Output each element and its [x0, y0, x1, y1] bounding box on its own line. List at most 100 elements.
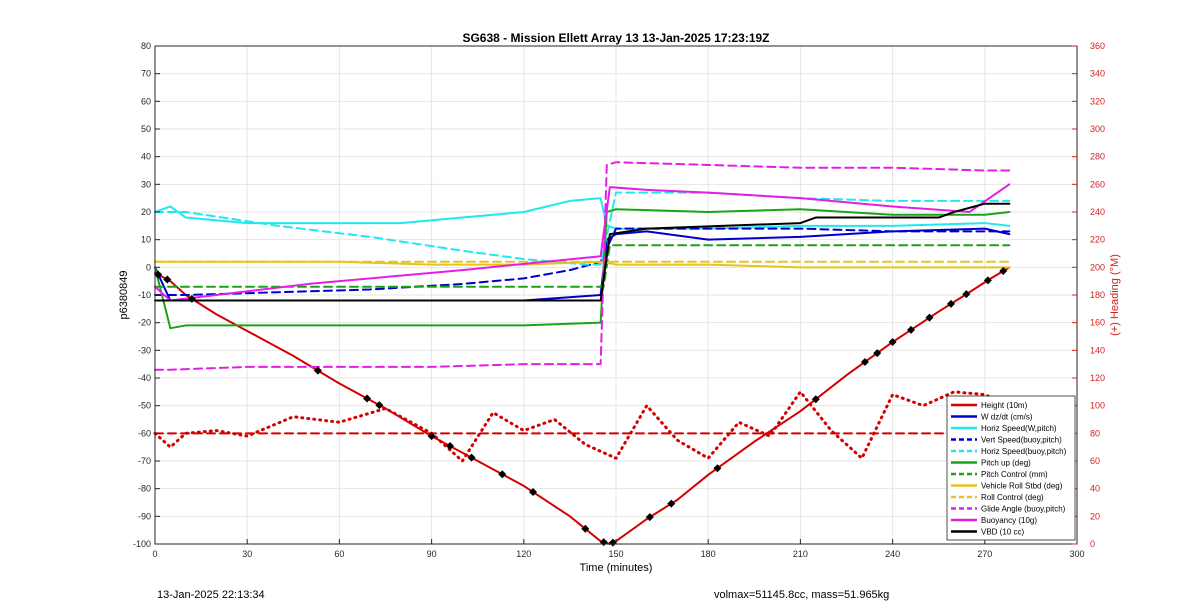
- y-right-tick-label: 140: [1090, 345, 1105, 355]
- y-tick-label: -10: [138, 290, 151, 300]
- y-right-tick-label: 200: [1090, 262, 1105, 272]
- legend-label: W dz/dt (cm/s): [981, 413, 1033, 422]
- y-right-tick-label: 120: [1090, 373, 1105, 383]
- y-tick-label: 40: [141, 152, 151, 162]
- y-tick-label: -30: [138, 345, 151, 355]
- legend-box: [946, 395, 1076, 541]
- y-right-tick-label: 40: [1090, 484, 1100, 494]
- y-right-tick-label: 280: [1090, 152, 1105, 162]
- y-right-tick-label: 20: [1090, 511, 1100, 521]
- series-line-horiz-speed-w-pitch: [154, 197, 1011, 230]
- y-right-tick-label: 160: [1090, 318, 1105, 328]
- y-tick-label: 0: [146, 262, 151, 272]
- x-tick-label: 210: [793, 549, 808, 559]
- x-tick-label: 270: [977, 549, 992, 559]
- depth-marker: [529, 487, 538, 496]
- depth-marker: [363, 394, 372, 403]
- x-tick-label: 90: [427, 549, 437, 559]
- x-tick-label: 300: [1069, 549, 1084, 559]
- depth-marker: [608, 538, 617, 547]
- x-tick-label: 150: [608, 549, 623, 559]
- depth-marker: [163, 275, 172, 284]
- y-tick-label: 70: [141, 69, 151, 79]
- depth-marker: [860, 357, 869, 366]
- footer-timestamp: 13-Jan-2025 22:13:34: [157, 589, 265, 601]
- grid-lines: [154, 45, 1078, 545]
- y-right-tick-label: 0: [1090, 539, 1095, 549]
- y-tick-label: 80: [141, 41, 151, 51]
- y-right-tick-label: 80: [1090, 428, 1100, 438]
- y-right-tick-label: 240: [1090, 207, 1105, 217]
- y-tick-label: -80: [138, 484, 151, 494]
- depth-marker: [811, 395, 820, 404]
- y-right-tick-label: 100: [1090, 401, 1105, 411]
- y-tick-label: -20: [138, 318, 151, 328]
- depth-marker: [925, 313, 934, 322]
- depth-marker: [446, 442, 455, 451]
- y-tick-label: 30: [141, 179, 151, 189]
- depth-marker: [187, 294, 196, 303]
- depth-marker: [498, 470, 507, 479]
- depth-marker: [962, 290, 971, 299]
- depth-marker: [313, 366, 322, 375]
- series-line-buoyancy-10g: [154, 183, 1011, 302]
- y-right-tick-label: 320: [1090, 96, 1105, 106]
- x-tick-label: 120: [516, 549, 531, 559]
- series-line-glide-angle-buoy-pitch: [154, 161, 1011, 371]
- legend-label: Pitch Control (mm): [981, 470, 1048, 479]
- x-tick-label: 0: [152, 549, 157, 559]
- y-axis-left: -100-90-80-70-60-50-40-30-20-10010203040…: [133, 41, 160, 549]
- series-line-horiz-speed-buoy-pitch: [154, 191, 1011, 266]
- legend-label: Height (10m): [981, 401, 1028, 410]
- legend-label: Vehicle Roll Stbd (deg): [981, 482, 1063, 491]
- x-axis-label: Time (minutes): [580, 562, 653, 574]
- legend-label: Glide Angle (buoy,pitch): [981, 505, 1066, 514]
- depth-marker: [667, 499, 676, 508]
- depth-marker: [999, 267, 1008, 276]
- series-line-vert-speed-buoy-pitch: [154, 227, 1011, 296]
- depth-marker: [946, 299, 955, 308]
- legend: Height (10m) W dz/dt (cm/s) Horiz Speed(W,…: [946, 395, 1076, 541]
- legend-label: Pitch up (deg): [981, 459, 1031, 468]
- depth-marker: [713, 464, 722, 473]
- depth-marker: [154, 270, 163, 279]
- depth-marker: [599, 538, 608, 547]
- y-axis-right: 0 20 40 60 80 100 120 140 160 180 200 220 240 260 280 3…: [1072, 41, 1105, 549]
- y-tick-label: 50: [141, 124, 151, 134]
- x-tick-label: 240: [885, 549, 900, 559]
- y-right-tick-label: 220: [1090, 235, 1105, 245]
- legend-label: Horiz Speed(W,pitch): [981, 424, 1057, 433]
- x-tick-label: 30: [242, 549, 252, 559]
- y-right-tick-label: 180: [1090, 290, 1105, 300]
- y-tick-label: 10: [141, 235, 151, 245]
- legend-label: VBD (10 cc): [981, 528, 1024, 537]
- y-axis-right-label: (+) Heading (°M): [1109, 254, 1121, 336]
- depth-marker: [873, 349, 882, 358]
- y-tick-label: -60: [138, 428, 151, 438]
- y-tick-label: 20: [141, 207, 151, 217]
- x-tick-label: 60: [334, 549, 344, 559]
- depth-marker: [375, 401, 384, 410]
- legend-label: Buoyancy (10g): [981, 516, 1037, 525]
- y-right-tick-label: 360: [1090, 41, 1105, 51]
- y-tick-label: -40: [138, 373, 151, 383]
- series-line-heading-m: [153, 390, 1011, 463]
- y-right-tick-label: 340: [1090, 69, 1105, 79]
- x-tick-label: 180: [701, 549, 716, 559]
- series-line-pitch-up-deg: [154, 208, 1011, 330]
- chart-title: SG638 - Mission Ellett Array 13 13-Jan-2…: [462, 31, 769, 45]
- plot-area: [153, 161, 1011, 547]
- depth-marker: [888, 338, 897, 347]
- y-tick-label: -70: [138, 456, 151, 466]
- y-tick-label: -100: [133, 539, 151, 549]
- depth-marker: [907, 325, 916, 334]
- depth-marker: [983, 276, 992, 285]
- depth-marker: [645, 513, 654, 522]
- depth-marker: [467, 453, 476, 462]
- y-right-tick-label: 60: [1090, 456, 1100, 466]
- footer-volmax: volmax=51145.8cc, mass=51.965kg: [714, 589, 890, 601]
- depth-marker: [427, 432, 436, 441]
- legend-label: Horiz Speed(buoy,pitch): [981, 447, 1067, 456]
- y-tick-label: -90: [138, 511, 151, 521]
